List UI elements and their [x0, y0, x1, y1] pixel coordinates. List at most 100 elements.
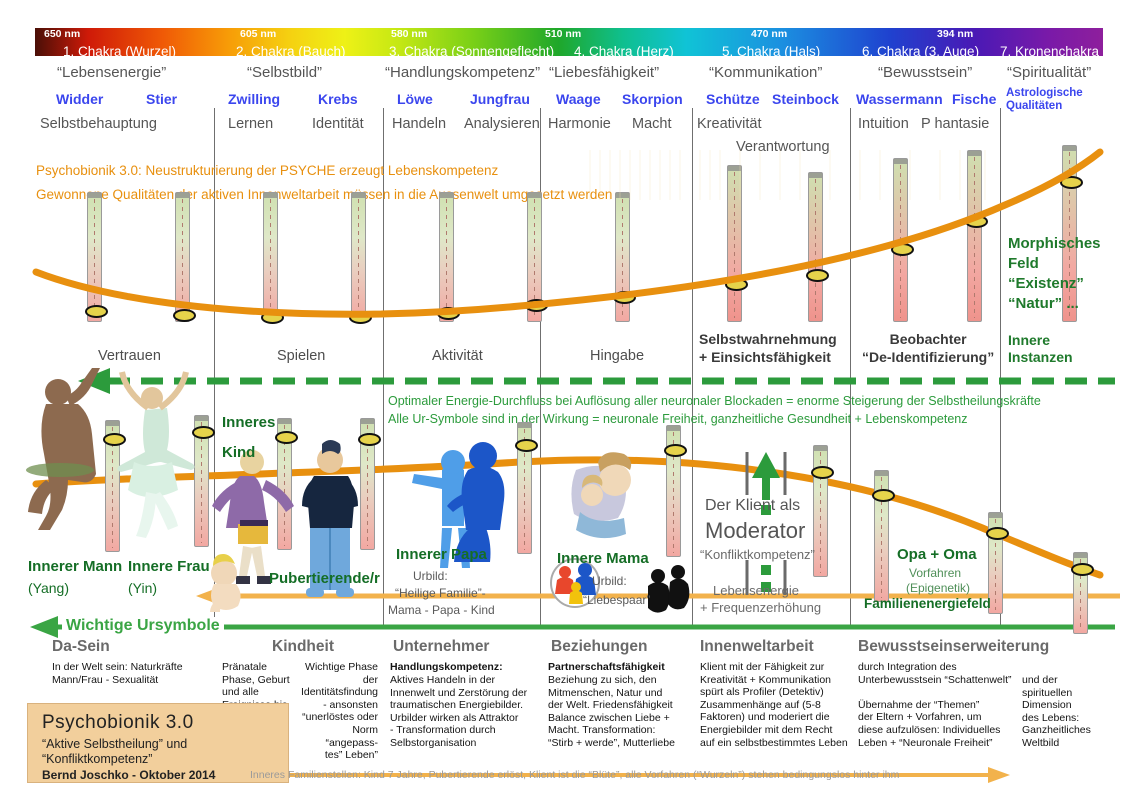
label-mama-urbild: Urbild: — [592, 574, 627, 588]
thermometer-lower-6 — [664, 425, 687, 557]
zodiac-schuetze: Schütze — [706, 91, 760, 107]
column-divider-1 — [214, 108, 215, 628]
midrow-spielen: Spielen — [277, 348, 326, 364]
astrological-qualities-label: Astrologische Qualitäten — [1006, 87, 1083, 113]
quality-2: “Selbstbild” — [247, 64, 323, 81]
wavelength-650: 650 nm — [44, 28, 81, 40]
zodiac-krebs: Krebs — [318, 91, 358, 107]
wavelength-510: 510 nm — [545, 28, 582, 40]
label-epigenetik: (Epigenetik) — [906, 581, 971, 595]
keyword-lernen: Lernen — [228, 116, 274, 132]
wavelength-470: 470 nm — [751, 28, 788, 40]
keyword-handeln: Handeln — [392, 116, 447, 132]
zodiac-widder: Widder — [56, 91, 104, 107]
selbstwahrnehmung-line2: + Einsichtsfähigkeit — [699, 349, 831, 365]
thermometer-lower-4 — [358, 418, 381, 550]
label-innere-frau: Innere Frau — [128, 558, 210, 575]
bottom-title-kindheit: Kindheit — [272, 638, 334, 655]
footer-note: Inneres Familienstellen: Kind 7 Jahre, P… — [250, 769, 900, 781]
label-pubertierende: Pubertierende/r — [269, 570, 380, 587]
wavelength-394: 394 nm — [937, 28, 974, 40]
quality-6: “Bewusstsein” — [878, 64, 973, 81]
label-papa-urbild: Urbild: — [413, 569, 448, 583]
label-lebensenergie: Lebensenergie — [713, 583, 800, 598]
legend-line3: “Konfliktkompetenz” — [42, 752, 153, 766]
label-opa-oma: Opa + Oma — [897, 546, 977, 563]
innere-line2: Instanzen — [1008, 349, 1073, 365]
label-familienenergiefeld: Familienenergiefeld — [864, 596, 991, 611]
bottom-title-da-sein: Da-Sein — [52, 638, 110, 655]
bottom-body-beziehungen: Beziehung zu sich, den Mitmenschen, Natu… — [548, 674, 675, 749]
label-papa-urbild2: “Heilige Familie”- — [395, 586, 486, 600]
thermometer-upper-4 — [349, 192, 372, 324]
chakra-5: 5. Chakra (Hals) — [722, 44, 821, 59]
bottom-body-bewusstsein-right: und der spirituellen Dimension des Leben… — [1022, 674, 1091, 749]
legend-author: Bernd Joschko - Oktober 2014 — [42, 768, 216, 782]
spectrum-bar — [35, 28, 1103, 56]
label-wichtige-ursymbole: Wichtige Ursymbole — [62, 617, 224, 635]
keyword-verantwortung: Verantwortung — [736, 139, 830, 155]
keyword-phantasie: P hantasie — [921, 116, 990, 132]
thermometer-lower-10 — [1071, 552, 1094, 634]
bottom-body-kindheit-right: Wichtige Phase der Identitätsfindung - a… — [300, 661, 378, 762]
thermometer-upper-1 — [85, 192, 108, 322]
label-vorfahren: Vorfahren — [909, 566, 962, 580]
label-mama-urbild2: “Liebespaar” — [583, 593, 651, 607]
selbstwahrnehmung-line1: Selbstwahrnehmung — [699, 331, 837, 347]
morphic-line1: Morphisches — [1008, 235, 1101, 252]
keyword-analysieren: Analysieren — [464, 116, 540, 132]
green-statement-1: Optimaler Energie-Durchfluss bei Auflösu… — [388, 394, 1041, 408]
label-klient-moderator: Moderator — [705, 518, 806, 543]
zodiac-zwilling: Zwilling — [228, 91, 281, 107]
astro-label-line1: Astrologische — [1006, 87, 1083, 99]
zodiac-steinbock: Steinbock — [772, 91, 839, 107]
bottom-body-da-sein: In der Welt sein: Naturkräfte Mann/Frau … — [52, 661, 183, 686]
thermometer-lower-9 — [986, 512, 1009, 614]
astro-label-line2: Qualitäten — [1006, 100, 1063, 112]
thermometer-upper-11 — [965, 150, 988, 322]
keyword-intuition: Intuition — [858, 116, 909, 132]
thermometer-lower-8 — [872, 470, 895, 602]
midrow-hingabe: Hingabe — [590, 348, 645, 364]
wavelength-580: 580 nm — [391, 28, 428, 40]
label-innere-mama: Innere Mama — [557, 550, 649, 567]
keyword-kreativitaet: Kreativität — [697, 116, 762, 132]
quality-1: “Lebensenergie” — [57, 64, 167, 81]
label-kind: Kind — [222, 444, 256, 461]
beobachter-block: Beobachter “De-Identifizierung” — [862, 330, 994, 366]
beobachter-line2: “De-Identifizierung” — [862, 349, 995, 365]
legend-box: Psychobionik 3.0 “Aktive Selbstheilung” … — [27, 703, 289, 783]
orange-statement-1: Psychobionik 3.0: Neustrukturierung der … — [36, 163, 499, 178]
legend-line2: “Aktive Selbstheilung” und — [42, 737, 188, 751]
innere-instanzen-label: Innere Instanzen — [1008, 332, 1073, 366]
bottom-lead-unternehmer: Handlungskompetenz: — [390, 661, 503, 673]
zodiac-jungfrau: Jungfrau — [470, 91, 530, 107]
column-divider-5 — [850, 108, 851, 628]
beobachter-line1: Beobachter — [889, 331, 967, 347]
chakra-4: 4. Chakra (Herz) — [574, 44, 674, 59]
thermometer-lower-2 — [192, 415, 215, 547]
zodiac-skorpion: Skorpion — [622, 91, 683, 107]
thermometer-upper-9 — [806, 172, 829, 322]
thermometer-upper-8 — [725, 165, 748, 322]
zodiac-fische: Fische — [952, 91, 997, 107]
label-frequenzerhoehung: + Frequenzerhöhung — [700, 600, 822, 615]
label-inneres: Inneres — [222, 414, 276, 431]
thermometer-lower-1 — [103, 420, 126, 552]
chakra-3: 3. Chakra (Sonnengeflecht) — [389, 44, 555, 59]
label-konfliktkompetenz: “Konfliktkompetenz” — [700, 547, 815, 562]
thermometer-upper-3 — [261, 192, 284, 324]
bottom-title-beziehungen: Beziehungen — [551, 638, 648, 655]
thermometer-upper-7 — [613, 192, 636, 322]
bottom-title-innenweltarbeit: Innenweltarbeit — [700, 638, 814, 655]
morphic-line3: “Existenz” — [1008, 275, 1084, 292]
green-statement-2: Alle Ur-Symbole sind in der Wirkung = ne… — [388, 412, 968, 426]
zodiac-stier: Stier — [146, 91, 178, 107]
morphic-field-text: Morphisches Feld “Existenz” “Natur” ... — [1008, 234, 1101, 314]
selbstwahrnehmung-block: Selbstwahrnehmung + Einsichtsfähigkeit — [699, 330, 837, 366]
chakra-1: 1. Chakra (Wurzel) — [63, 44, 177, 59]
thermometer-lower-7 — [811, 445, 834, 577]
ballerina-figure — [117, 387, 195, 538]
morphic-line2: Feld — [1008, 255, 1039, 272]
